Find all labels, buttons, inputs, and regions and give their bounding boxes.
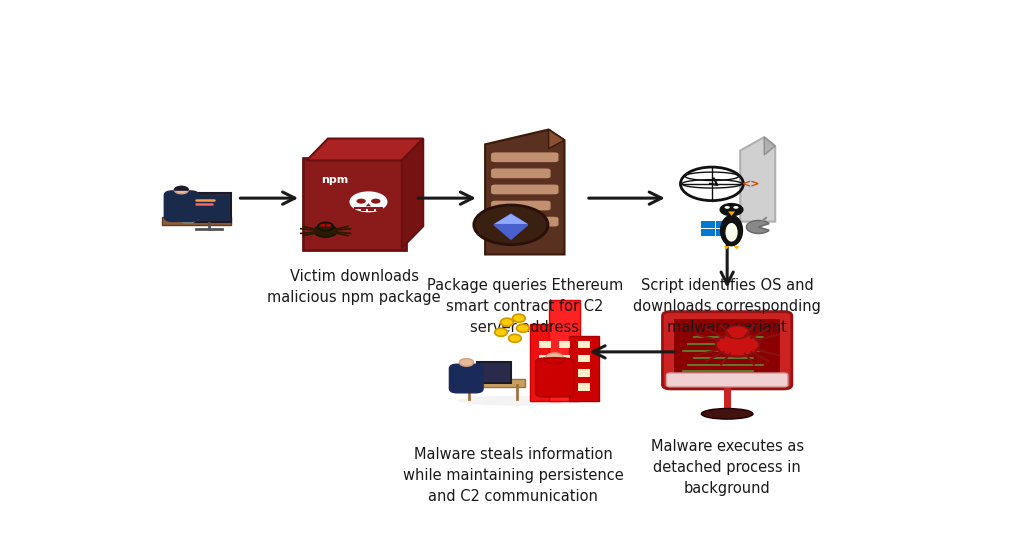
Bar [376, 208, 382, 211]
Bar [579, 383, 590, 390]
Polygon shape [185, 203, 195, 217]
Text: Package queries Ethereum
smart contract for C2
server address: Package queries Ethereum smart contract … [427, 278, 623, 335]
Polygon shape [494, 214, 527, 225]
FancyBboxPatch shape [175, 213, 198, 221]
FancyBboxPatch shape [190, 196, 228, 220]
Text: Malware steals information
while maintaining persistence
and C2 communication: Malware steals information while maintai… [402, 447, 624, 504]
FancyBboxPatch shape [492, 185, 558, 194]
Bar [716, 221, 730, 228]
Circle shape [733, 206, 738, 209]
Circle shape [356, 199, 366, 204]
FancyBboxPatch shape [569, 336, 599, 401]
Polygon shape [724, 246, 729, 249]
Bar [539, 369, 551, 377]
Polygon shape [494, 214, 527, 224]
Ellipse shape [495, 328, 507, 336]
Polygon shape [494, 225, 527, 239]
Ellipse shape [512, 314, 525, 322]
Ellipse shape [725, 223, 737, 241]
FancyBboxPatch shape [550, 300, 580, 401]
FancyBboxPatch shape [492, 152, 558, 162]
FancyBboxPatch shape [492, 168, 551, 178]
Wedge shape [746, 221, 769, 234]
FancyBboxPatch shape [164, 191, 199, 222]
FancyBboxPatch shape [162, 217, 230, 225]
Bar [558, 369, 570, 377]
FancyBboxPatch shape [188, 193, 230, 222]
Ellipse shape [721, 216, 742, 246]
Bar [579, 355, 590, 362]
Circle shape [321, 224, 326, 227]
Circle shape [460, 359, 474, 366]
FancyBboxPatch shape [667, 373, 787, 387]
FancyBboxPatch shape [181, 195, 195, 223]
FancyBboxPatch shape [529, 324, 560, 401]
FancyBboxPatch shape [663, 312, 792, 389]
FancyBboxPatch shape [450, 364, 483, 393]
Bar [539, 355, 551, 362]
Bar [701, 229, 715, 236]
Bar [579, 369, 590, 377]
FancyBboxPatch shape [492, 217, 558, 227]
Polygon shape [549, 129, 564, 149]
FancyBboxPatch shape [674, 319, 780, 379]
Bar [558, 341, 570, 348]
Circle shape [314, 225, 337, 237]
Bar [701, 221, 715, 228]
Circle shape [726, 326, 750, 339]
Text: <>: <> [742, 179, 761, 189]
FancyBboxPatch shape [303, 158, 406, 250]
Circle shape [725, 206, 730, 209]
Bar [558, 355, 570, 362]
Circle shape [371, 199, 381, 204]
Polygon shape [734, 246, 739, 249]
Circle shape [474, 205, 548, 245]
Ellipse shape [516, 324, 529, 332]
FancyBboxPatch shape [536, 358, 573, 397]
Wedge shape [174, 186, 188, 190]
Text: Script identifies OS and
downloads corresponding
malware variant: Script identifies OS and downloads corre… [633, 278, 821, 335]
Circle shape [716, 333, 759, 356]
Polygon shape [728, 211, 735, 216]
Bar [539, 383, 551, 390]
FancyBboxPatch shape [477, 362, 511, 383]
Polygon shape [401, 139, 423, 248]
Circle shape [326, 224, 331, 227]
Polygon shape [366, 204, 371, 206]
Circle shape [720, 204, 742, 216]
Bar [539, 341, 551, 348]
Circle shape [317, 222, 334, 230]
Wedge shape [544, 358, 565, 364]
Text: npm: npm [321, 175, 348, 185]
Circle shape [350, 192, 387, 212]
Bar [716, 229, 730, 236]
Polygon shape [764, 137, 775, 155]
FancyBboxPatch shape [492, 201, 551, 211]
Ellipse shape [701, 409, 753, 419]
Polygon shape [306, 139, 423, 161]
Circle shape [546, 353, 563, 362]
Bar [369, 208, 374, 211]
Text: Victim downloads
malicious npm package: Victim downloads malicious npm package [267, 270, 441, 305]
Ellipse shape [501, 318, 513, 326]
Polygon shape [485, 129, 564, 255]
Bar [558, 383, 570, 390]
Ellipse shape [458, 395, 577, 406]
Text: Malware executes as
detached process in
background: Malware executes as detached process in … [650, 439, 804, 496]
Bar [579, 341, 590, 348]
Polygon shape [740, 137, 775, 222]
Bar [360, 208, 366, 211]
FancyBboxPatch shape [461, 379, 524, 387]
Circle shape [174, 186, 188, 194]
Ellipse shape [509, 334, 521, 342]
